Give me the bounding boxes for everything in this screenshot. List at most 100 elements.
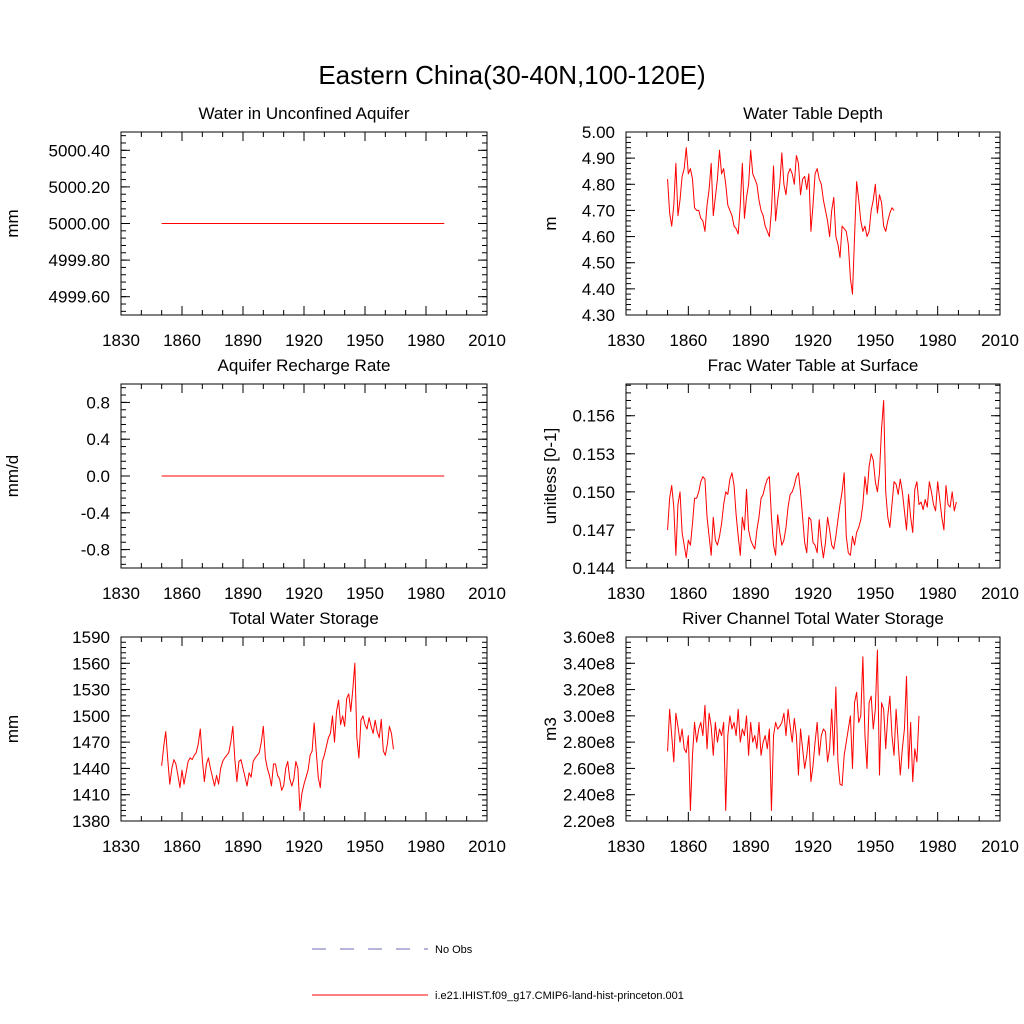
x-tick-label: 1860 <box>163 584 201 603</box>
x-tick-label: 2010 <box>981 837 1019 856</box>
x-tick-label: 1860 <box>669 584 707 603</box>
y-tick-label: 4.30 <box>582 306 615 325</box>
y-tick-label: 5000.20 <box>49 178 110 197</box>
figure-title: Eastern China(30-40N,100-120E) <box>318 60 705 90</box>
x-tick-label: 1890 <box>224 584 262 603</box>
panel-6: River Channel Total Water Storage m3 1830 1… <box>541 609 1019 856</box>
y-axis-label: m <box>541 216 560 230</box>
x-tick-label: 1830 <box>607 837 645 856</box>
panel-1: Water in Unconfined Aquifer mm 1830 1860 189… <box>3 104 506 350</box>
x-tick-label: 2010 <box>468 837 506 856</box>
plot-frame <box>625 131 1001 316</box>
y-tick-label: 4.60 <box>582 228 615 247</box>
x-tick-label: 1950 <box>346 584 384 603</box>
y-tick-label: 2.60e8 <box>563 759 615 778</box>
x-tick-label: 1950 <box>346 837 384 856</box>
y-tick-label: 2.40e8 <box>563 786 615 805</box>
y-tick-label: 1470 <box>72 733 110 752</box>
x-tick-label: 1980 <box>919 331 957 350</box>
x-tick-label: 1950 <box>856 584 894 603</box>
panel-title: Water Table Depth <box>743 104 883 123</box>
y-tick-label: 4.80 <box>582 175 615 194</box>
y-tick-label: 0.153 <box>572 445 615 464</box>
panel-3: Aquifer Recharge Rate mm/d 1830 1860 1890 192… <box>3 356 506 603</box>
x-tick-label: 1980 <box>407 837 445 856</box>
y-tick-label: 2.80e8 <box>563 733 615 752</box>
x-tick-label: 1980 <box>407 331 445 350</box>
panel-2: Water Table Depth m 1830 1860 1890 1920 1950 19… <box>541 104 1019 350</box>
panels: Water in Unconfined Aquifer mm 1830 1860 189… <box>3 104 1019 856</box>
x-tick-label: 1980 <box>919 584 957 603</box>
y-tick-label: 4999.60 <box>49 288 110 307</box>
y-tick-label: 1590 <box>72 628 110 647</box>
x-tick-label: 1890 <box>732 584 770 603</box>
y-tick-label: 2.20e8 <box>563 812 615 831</box>
y-tick-label: 4.40 <box>582 280 615 299</box>
x-tick-label: 1950 <box>856 331 894 350</box>
x-tick-label: 1830 <box>102 584 140 603</box>
y-tick-label: 1410 <box>72 786 110 805</box>
x-tick-label: 1890 <box>732 331 770 350</box>
y-axis-label: mm <box>3 715 22 743</box>
x-tick-label: 1860 <box>669 837 707 856</box>
y-tick-label: 0.156 <box>572 407 615 426</box>
x-tick-label: 1950 <box>346 331 384 350</box>
y-tick-label: -0.8 <box>81 541 110 560</box>
y-tick-label: 1440 <box>72 759 110 778</box>
y-tick-label: 1560 <box>72 654 110 673</box>
y-tick-label: 1380 <box>72 812 110 831</box>
x-tick-label: 1860 <box>163 837 201 856</box>
series-line <box>667 649 920 811</box>
series-line <box>667 147 895 295</box>
y-axis-label: m3 <box>541 717 560 741</box>
legend: No Obs i.e21.IHIST.f09_g17.CMIP6-land-hi… <box>312 944 684 1002</box>
legend-label-no-obs: No Obs <box>435 944 473 956</box>
y-tick-label: 0.4 <box>86 430 110 449</box>
x-tick-label: 2010 <box>981 584 1019 603</box>
y-tick-label: 4.70 <box>582 201 615 220</box>
x-tick-label: 1950 <box>856 837 894 856</box>
x-tick-label: 1860 <box>669 331 707 350</box>
series-line <box>161 662 394 811</box>
y-tick-label: 0.0 <box>86 467 110 486</box>
panel-title: Frac Water Table at Surface <box>708 356 919 375</box>
y-tick-label: 5000.00 <box>49 215 110 234</box>
y-tick-label: 3.20e8 <box>563 681 615 700</box>
y-tick-label: 4999.80 <box>49 251 110 270</box>
panel-title: River Channel Total Water Storage <box>682 609 944 628</box>
x-tick-label: 1890 <box>224 331 262 350</box>
y-axis-label: mm <box>3 209 22 237</box>
panel-4: Frac Water Table at Surface unitless [0-1… <box>541 356 1019 603</box>
x-tick-label: 1890 <box>224 837 262 856</box>
x-tick-label: 1920 <box>794 584 832 603</box>
x-tick-label: 1920 <box>285 584 323 603</box>
x-tick-label: 1830 <box>102 331 140 350</box>
x-tick-label: 1830 <box>607 331 645 350</box>
y-tick-label: 0.8 <box>86 393 110 412</box>
y-tick-label: -0.4 <box>81 504 110 523</box>
y-tick-label: 4.50 <box>582 254 615 273</box>
x-tick-label: 1860 <box>163 331 201 350</box>
x-tick-label: 2010 <box>468 584 506 603</box>
x-tick-label: 1830 <box>607 584 645 603</box>
x-tick-label: 1920 <box>794 331 832 350</box>
y-tick-label: 0.150 <box>572 483 615 502</box>
panel-5: Total Water Storage mm 1830 1860 1890 1920 195… <box>3 609 506 856</box>
y-axis-label: unitless [0-1] <box>541 428 560 524</box>
x-tick-label: 1830 <box>102 837 140 856</box>
x-tick-label: 2010 <box>981 331 1019 350</box>
x-tick-label: 1920 <box>285 331 323 350</box>
y-tick-label: 3.40e8 <box>563 654 615 673</box>
legend-label-model: i.e21.IHIST.f09_g17.CMIP6-land-hist-prin… <box>435 990 684 1002</box>
y-tick-label: 1530 <box>72 681 110 700</box>
y-tick-label: 1500 <box>72 707 110 726</box>
panel-title: Total Water Storage <box>229 609 379 628</box>
y-tick-label: 4.90 <box>582 149 615 168</box>
y-tick-label: 5.00 <box>582 123 615 142</box>
x-tick-label: 1920 <box>794 837 832 856</box>
y-axis-label: mm/d <box>3 455 22 498</box>
series-line <box>667 399 957 559</box>
plot-frame <box>120 636 488 822</box>
x-tick-label: 1920 <box>285 837 323 856</box>
